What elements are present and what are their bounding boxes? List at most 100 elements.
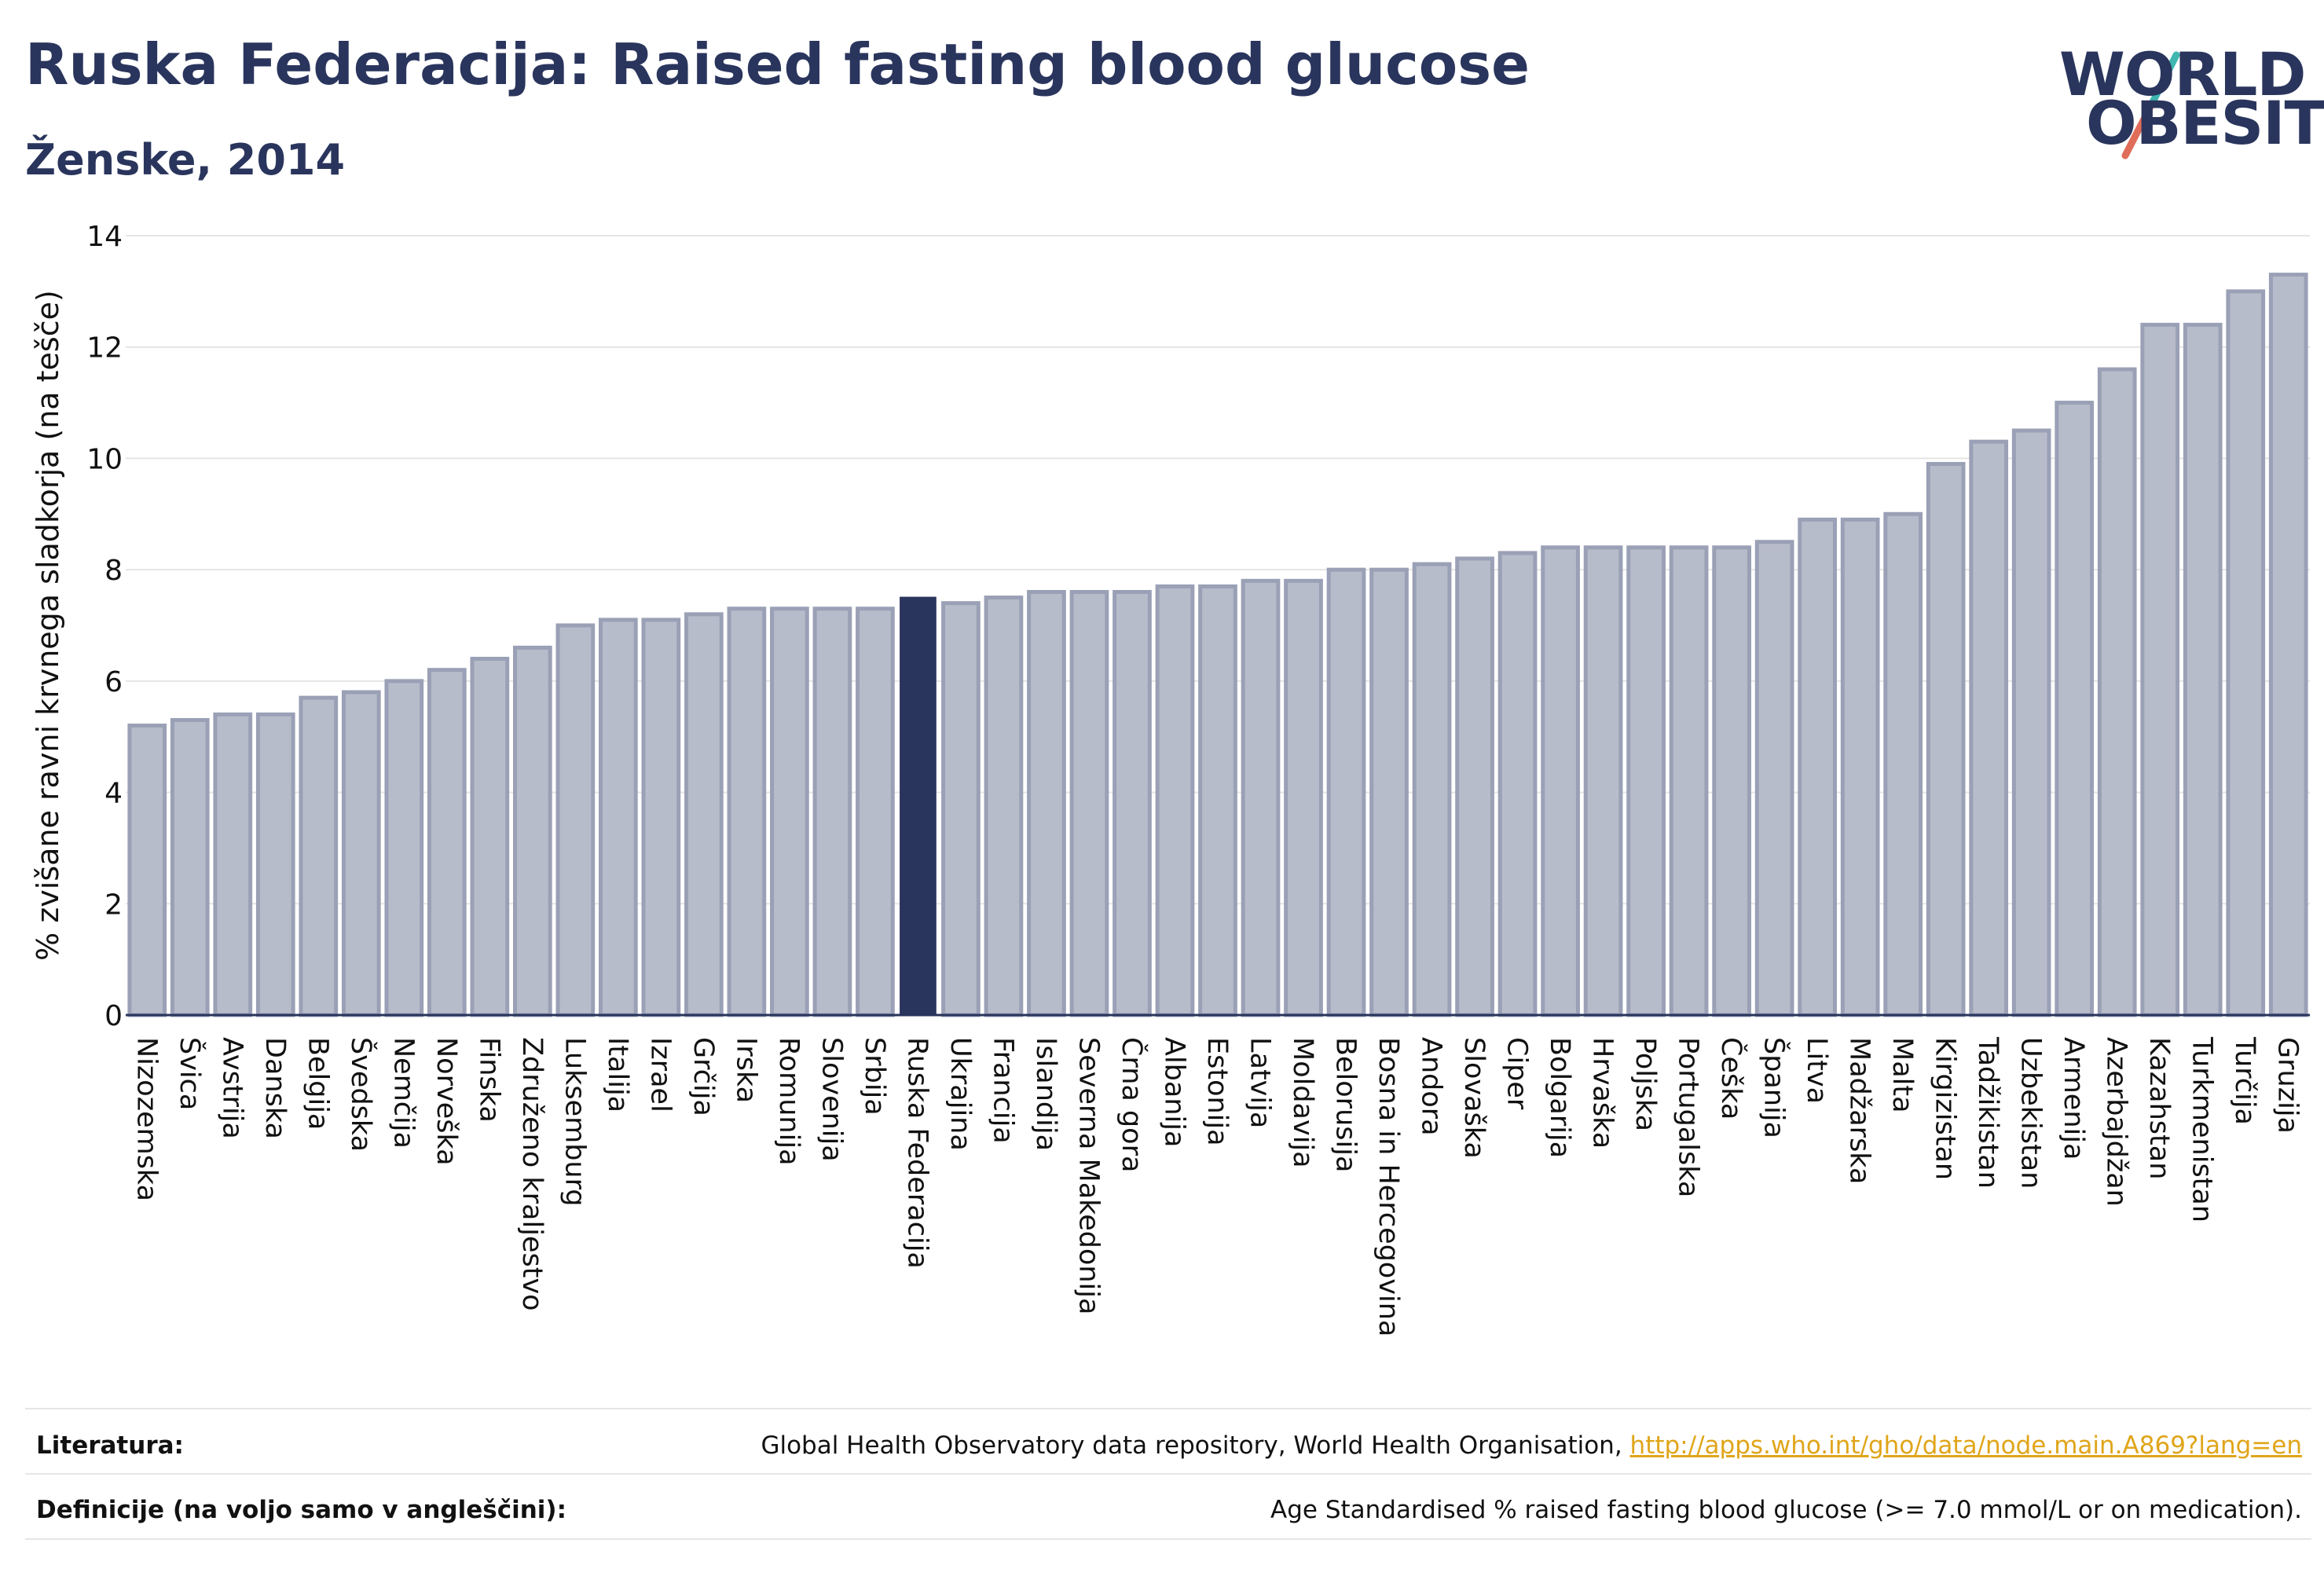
bar[interactable] — [1326, 567, 1366, 1017]
y-tick-label: 8 — [104, 555, 123, 587]
bar[interactable] — [2183, 322, 2223, 1017]
bar[interactable] — [127, 724, 167, 1017]
x-tick-label: Turkmenistan — [2187, 1036, 2218, 1222]
bar[interactable] — [170, 717, 210, 1017]
sources-label: Literatura: — [36, 1431, 184, 1460]
bar[interactable] — [1155, 584, 1195, 1017]
bar[interactable] — [1027, 589, 1066, 1017]
x-tick-label: Slovaška — [1458, 1037, 1490, 1159]
bar[interactable] — [1840, 517, 1880, 1017]
y-tick-label: 12 — [86, 332, 123, 365]
sources-link[interactable]: http://apps.who.int/gho/data/node.main.A… — [1629, 1431, 2302, 1460]
definitions-text: Age Standardised % raised fasting blood … — [1270, 1496, 2302, 1524]
y-tick-label: 0 — [104, 1000, 123, 1032]
x-tick-label: Italija — [602, 1037, 633, 1112]
bar[interactable] — [2140, 322, 2180, 1017]
bar[interactable] — [2226, 289, 2266, 1017]
bar[interactable] — [1241, 578, 1281, 1017]
bar[interactable] — [1583, 545, 1623, 1017]
bar[interactable] — [1883, 511, 1923, 1017]
y-axis-label: % zvišane ravni krvnega sladkorja (na te… — [31, 290, 65, 961]
y-tick-label: 14 — [86, 221, 123, 253]
bar[interactable] — [1754, 540, 1794, 1017]
bar[interactable] — [770, 607, 809, 1017]
x-tick-label: Tadžikistan — [1972, 1036, 2003, 1189]
bar[interactable] — [555, 623, 596, 1017]
bar[interactable] — [727, 607, 767, 1017]
x-tick-label: Severna Makedonija — [1072, 1037, 1104, 1314]
x-tick-label: Poljska — [1629, 1037, 1661, 1131]
bar[interactable] — [1669, 545, 1709, 1017]
bar[interactable] — [213, 712, 253, 1017]
x-tick-label: Islandija — [1030, 1037, 1061, 1151]
footer-divider-middle — [25, 1473, 2311, 1475]
x-tick-label: Azerbajdžan — [2101, 1037, 2132, 1207]
bar[interactable] — [984, 596, 1024, 1017]
bar[interactable] — [1969, 439, 2009, 1017]
bar-highlight[interactable] — [900, 596, 937, 1016]
bar[interactable] — [1497, 551, 1538, 1017]
x-tick-label: Albanija — [1158, 1037, 1189, 1147]
bar[interactable] — [641, 618, 681, 1017]
y-tick-label: 2 — [104, 889, 123, 921]
x-tick-label: Češka — [1715, 1037, 1748, 1120]
x-tick-label: Kirgizistan — [1930, 1037, 1961, 1180]
x-tick-label: Nizozemska — [130, 1037, 162, 1201]
x-tick-label: Turčija — [2229, 1036, 2260, 1125]
x-tick-label: Finska — [473, 1037, 504, 1123]
bar[interactable] — [1626, 545, 1666, 1017]
bar[interactable] — [856, 607, 895, 1017]
x-tick-label: Portugalska — [1673, 1037, 1704, 1197]
x-tick-label: Avstrija — [216, 1037, 247, 1139]
x-tick-label: Nemčija — [387, 1037, 419, 1149]
bar[interactable] — [684, 612, 724, 1017]
x-tick-label: Gruzija — [2272, 1037, 2304, 1134]
footer-divider-top — [25, 1408, 2311, 1409]
y-tick-label: 10 — [86, 443, 123, 475]
bar[interactable] — [2011, 428, 2051, 1017]
bar[interactable] — [1926, 462, 1966, 1017]
bar[interactable] — [1284, 578, 1323, 1017]
x-tick-label: Izrael — [644, 1037, 676, 1112]
bar[interactable] — [812, 607, 852, 1017]
bar[interactable] — [427, 668, 467, 1017]
x-tick-label: Romunija — [773, 1037, 805, 1166]
logo-word-obesity: OBESITY — [2086, 88, 2324, 158]
bar[interactable] — [2097, 367, 2137, 1017]
bar[interactable] — [2055, 401, 2095, 1017]
bar[interactable] — [1198, 584, 1237, 1017]
bar[interactable] — [2268, 273, 2308, 1017]
x-tick-label: Grčija — [687, 1037, 719, 1116]
x-tick-label: Kazahstan — [2143, 1037, 2175, 1179]
logo-word-world: WORLD — [2059, 39, 2306, 109]
x-tick-label: Črna gora — [1116, 1037, 1149, 1172]
bar-chart: 0 2 4 6 8 10 12 14 % zvišane ravni krvnega sladk… — [31, 221, 2310, 1336]
bar[interactable] — [1412, 562, 1452, 1017]
bar[interactable] — [1541, 545, 1580, 1017]
bar[interactable] — [341, 690, 381, 1017]
x-tick-label: Bolgarija — [1544, 1037, 1575, 1158]
x-tick-label: Andora — [1416, 1037, 1447, 1136]
bar[interactable] — [1069, 589, 1109, 1017]
bar[interactable] — [255, 712, 295, 1017]
bar[interactable] — [470, 657, 510, 1017]
footer-divider-bottom — [25, 1538, 2311, 1540]
bar[interactable] — [1455, 556, 1494, 1017]
bar[interactable] — [599, 618, 638, 1017]
bar[interactable] — [1369, 567, 1409, 1017]
bar[interactable] — [512, 645, 552, 1017]
x-tick-label: Francija — [987, 1037, 1018, 1144]
x-tick-label: Danska — [259, 1037, 291, 1139]
bar[interactable] — [1798, 517, 1837, 1017]
bar[interactable] — [1113, 589, 1152, 1017]
definitions-label: Definicije (na voljo samo v angleščini): — [36, 1496, 566, 1524]
bar[interactable] — [941, 601, 981, 1017]
x-tick-label: Latvija — [1244, 1037, 1276, 1128]
x-tick-label: Armenija — [2058, 1037, 2089, 1160]
x-tick-label: Španija — [1758, 1037, 1791, 1138]
bar[interactable] — [299, 695, 339, 1017]
x-tick-label: Ciper — [1501, 1037, 1533, 1110]
bar[interactable] — [384, 679, 424, 1017]
bar[interactable] — [1712, 545, 1751, 1017]
x-tick-label: Belorusija — [1330, 1037, 1362, 1172]
